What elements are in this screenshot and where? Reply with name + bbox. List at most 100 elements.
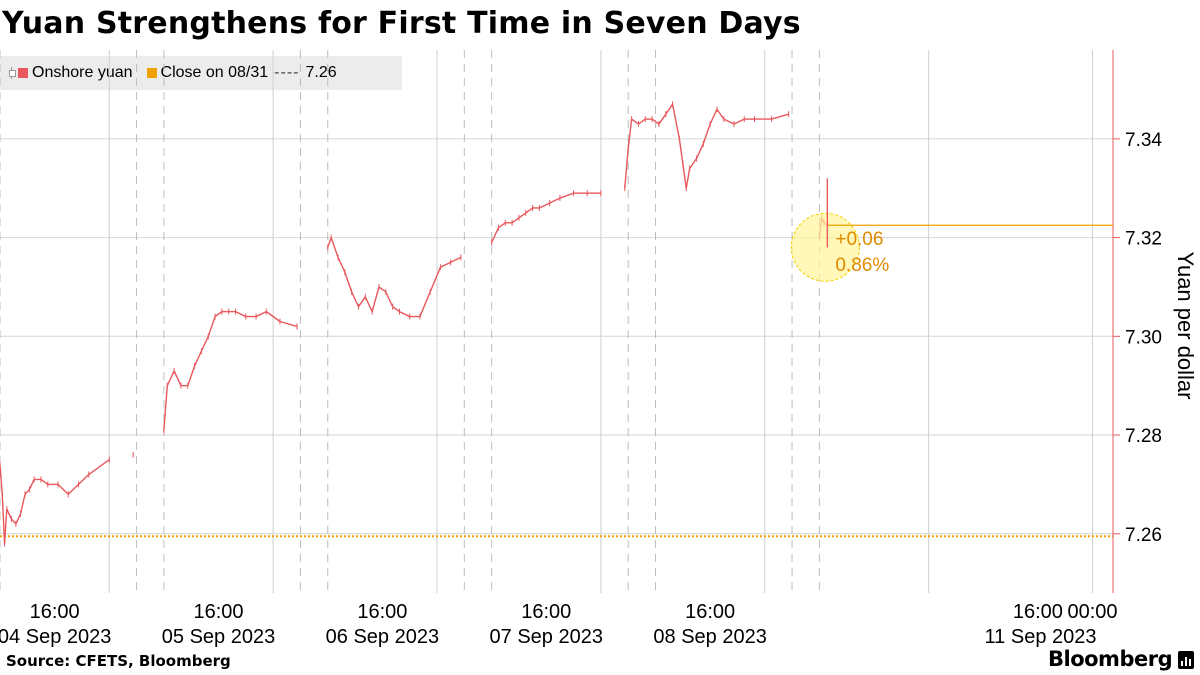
series-segment <box>351 291 360 307</box>
series-segment <box>378 286 387 293</box>
x-tick-time-label: 16:00 <box>521 601 571 623</box>
x-tick-date-label: 11 Sep 2023 <box>985 626 1097 648</box>
series-segment <box>337 257 346 273</box>
series-segment <box>19 494 26 515</box>
x-tick-time-label: 16:00 <box>1013 601 1063 623</box>
legend-series-label: Onshore yuan <box>32 64 133 81</box>
series-segment <box>10 518 17 525</box>
series-segment <box>187 365 196 386</box>
series-segment <box>490 227 500 243</box>
series-segment <box>364 296 373 312</box>
series-segment <box>658 113 667 125</box>
series-segment <box>57 483 69 495</box>
annotation-change: +0.06 <box>835 229 883 250</box>
y-tick-label: 7.32 <box>1125 229 1162 250</box>
series-segment <box>689 158 698 169</box>
series-segment <box>24 488 31 495</box>
series-segment <box>685 168 691 189</box>
bloomberg-chart-icon <box>1178 651 1194 669</box>
legend: Onshore yuan Close on 08/31 ---- 7.26 <box>0 56 402 90</box>
series-segment <box>638 118 646 125</box>
series-segment <box>419 291 431 317</box>
series-segment <box>1 494 6 544</box>
series-segment <box>0 464 3 495</box>
annotation-pct: 0.86% <box>835 255 889 276</box>
series-segment <box>214 311 223 318</box>
series-segment <box>559 192 574 199</box>
x-tick-date-label: 07 Sep 2023 <box>490 626 603 648</box>
series-segment <box>207 316 216 337</box>
series-segment <box>671 104 681 139</box>
series-segment <box>450 256 462 263</box>
legend-close-label: Close on 08/31 <box>160 64 269 81</box>
series-segment <box>3 509 8 544</box>
legend-close-dash: ---- <box>274 64 300 81</box>
series-segment <box>371 286 380 312</box>
x-tick-date-label: 08 Sep 2023 <box>653 626 766 648</box>
series-segment <box>28 479 35 490</box>
series-segment <box>627 119 633 149</box>
series-segment <box>6 508 13 520</box>
x-tick-time-label: 00:00 <box>1067 601 1117 623</box>
series-segment <box>665 103 674 115</box>
x-tick-time-label: 16:00 <box>357 601 407 623</box>
source-note: Source: CFETS, Bloomberg <box>6 652 231 670</box>
series-segment <box>525 207 534 214</box>
series-segment <box>539 202 550 209</box>
y-tick-label: 7.34 <box>1125 130 1162 151</box>
series-segment <box>88 459 110 476</box>
legend-swatch-close <box>146 68 157 78</box>
series-segment <box>40 478 49 485</box>
series-segment <box>330 237 339 258</box>
legend-item-onshore-yuan: Onshore yuan <box>8 64 133 82</box>
series-segment <box>678 138 684 164</box>
highlight-circle <box>790 212 860 282</box>
brand-logo: Bloomberg <box>1048 647 1173 671</box>
legend-swatch-series <box>18 68 28 78</box>
series-segment <box>631 118 639 125</box>
series-segment <box>518 212 527 219</box>
series-segment <box>357 296 366 308</box>
series-segment <box>733 118 745 125</box>
candlestick-icon <box>8 67 16 79</box>
series-segment <box>399 310 410 318</box>
series-segment <box>702 123 711 145</box>
series-segment <box>716 108 725 120</box>
series-segment <box>15 513 22 525</box>
legend-item-close: Close on 08/31 ---- 7.26 <box>146 64 337 82</box>
series-segment <box>166 370 175 386</box>
series-segment <box>429 266 442 293</box>
y-tick-label: 7.30 <box>1125 327 1162 348</box>
series-segment <box>279 320 298 328</box>
y-tick-label: 7.28 <box>1125 426 1162 447</box>
series-segment <box>193 350 203 367</box>
series-segment <box>385 291 394 307</box>
x-tick-date-label: 05 Sep 2023 <box>162 626 275 648</box>
series-segment <box>265 311 281 323</box>
x-tick-time-label: 16:00 <box>193 601 243 623</box>
series-segment <box>327 237 332 248</box>
series-segment <box>173 370 182 386</box>
series-segment <box>392 306 400 313</box>
series-segment <box>78 474 90 485</box>
series-segment <box>163 385 168 431</box>
series-segment <box>549 197 561 204</box>
y-tick-label: 7.26 <box>1125 525 1162 546</box>
series-segment <box>709 108 718 125</box>
series-segment <box>440 261 451 268</box>
x-tick-time-label: 16:00 <box>30 601 80 623</box>
x-tick-date-label: 06 Sep 2023 <box>326 626 439 648</box>
series-segment <box>235 310 247 318</box>
x-tick-time-label: 16:00 <box>685 601 735 623</box>
series-segment <box>695 143 704 159</box>
series-segment <box>498 222 506 229</box>
y-axis-title: Yuan per dollar <box>1173 252 1198 400</box>
x-tick-date-label: 04 Sep 2023 <box>0 626 111 648</box>
series-segment <box>344 271 353 293</box>
series-segment <box>67 483 80 495</box>
series-segment <box>255 310 267 318</box>
chart-title: Yuan Strengthens for First Time in Seven… <box>2 6 801 41</box>
series-segment <box>624 148 629 189</box>
series-segment <box>511 217 520 224</box>
